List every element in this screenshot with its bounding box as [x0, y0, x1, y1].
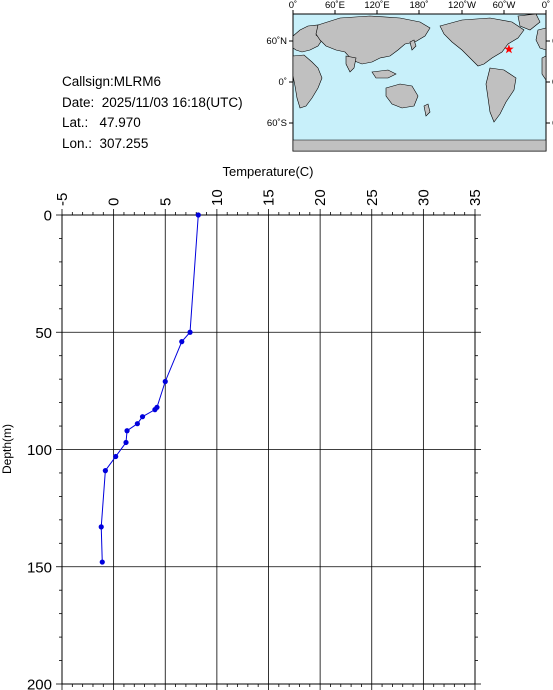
map-top-label: 180˚ [409, 0, 428, 11]
station-info: Callsign:MLRM6 Date: 2025/11/03 16:18(UT… [62, 72, 243, 154]
profile-line [100, 214, 199, 563]
y-axis-ticks [56, 214, 481, 685]
land-india [345, 55, 357, 73]
land-japan [409, 39, 417, 51]
map-top-label: 120˚E [364, 0, 389, 11]
map-top-label: 120˚W [448, 0, 476, 11]
land-nz [423, 103, 431, 117]
x-tick-label: 25 [364, 189, 381, 206]
y-tick-label: 150 [27, 559, 52, 576]
chart-grid [61, 214, 476, 685]
x-tick-label: 0 [106, 198, 123, 206]
map-top-label: 60˚W [493, 0, 516, 11]
land-greenland [517, 13, 541, 31]
land-asia [315, 15, 431, 65]
x-tick-label: 30 [415, 189, 432, 206]
x-tick-label: 5 [157, 198, 174, 206]
profile-point [98, 524, 104, 530]
profile-point [124, 428, 130, 434]
x-tick-label: 20 [312, 189, 329, 206]
profile-point [162, 378, 168, 385]
profile-point [152, 407, 158, 413]
profile-point [134, 421, 140, 427]
x-axis-title: Temperature(C) [222, 164, 313, 179]
profile-point [113, 453, 119, 460]
land-north-america [439, 17, 525, 67]
profile-point [123, 439, 129, 446]
date-label: Date: 2025/11/03 16:18(UTC) [62, 94, 243, 110]
land-africa [292, 54, 323, 109]
profile-point [139, 414, 146, 420]
land-africa-east [541, 55, 547, 81]
map-land [292, 13, 547, 152]
x-axis-tick-labels: -5 0 5 10 15 20 25 30 35 [54, 189, 484, 206]
map-left-label: 60˚S [267, 118, 287, 129]
profile-point [99, 559, 105, 565]
y-tick-label: 100 [27, 442, 52, 459]
map-top-label: 60˚E [325, 0, 345, 11]
x-tick-label: 35 [467, 189, 484, 206]
x-axis-ticks [61, 209, 476, 690]
map-top-label: 0˚ [542, 0, 550, 11]
callsign-label: Callsign:MLRM6 [62, 74, 162, 89]
land-antarctica [292, 139, 547, 152]
land-europe-east [535, 27, 547, 51]
map-left-label: 60˚N [266, 36, 287, 47]
x-tick-label: 10 [209, 189, 226, 206]
longitude-label: Lon.: 307.255 [62, 135, 149, 151]
y-tick-label: 0 [44, 208, 52, 225]
x-tick-label: -5 [54, 193, 71, 206]
profile-points [98, 212, 201, 565]
map-ticks [289, 10, 550, 124]
profile-point [195, 212, 201, 218]
y-axis-title: Depth(m) [0, 424, 14, 474]
profile-point [187, 329, 193, 335]
profile-point [102, 468, 108, 474]
land-australia [385, 83, 419, 109]
x-tick-label: 15 [261, 189, 278, 206]
profile-point [179, 339, 185, 345]
y-tick-label: 200 [27, 677, 52, 690]
y-tick-label: 50 [35, 325, 52, 342]
map-left-label: 0˚ [279, 77, 287, 88]
land-indonesia [371, 69, 397, 79]
land-south-america [485, 67, 517, 123]
y-axis-tick-labels: 0 50 100 150 200 [27, 208, 52, 690]
latitude-label: Lat.: 47.970 [62, 115, 141, 130]
map-top-label: 0˚ [289, 0, 297, 11]
station-marker-icon [504, 44, 514, 54]
